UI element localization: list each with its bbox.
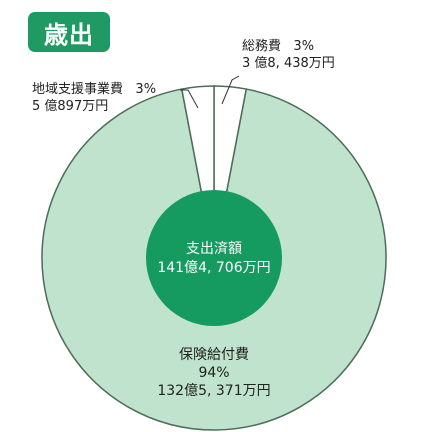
chiiki-percent: 3% (135, 82, 157, 97)
somuhi-percent: 3% (293, 39, 315, 54)
somuhi-amount: 3 億8, 438万円 (242, 56, 335, 71)
label-chiiki: 地域支援事業費 3% 5 億897万円 (32, 81, 156, 115)
leader-line-chiiki (180, 89, 199, 109)
somuhi-name: 総務費 (242, 39, 282, 54)
chiiki-name: 地域支援事業費 (32, 82, 124, 97)
leader-line-somuhi (221, 75, 240, 105)
chiiki-amount: 5 億897万円 (32, 99, 109, 114)
hoken-percent: 94% (198, 365, 230, 381)
label-somuhi: 総務費 3% 3 億8, 438万円 (242, 38, 335, 72)
center-total-circle (146, 190, 282, 326)
total-value: 141億4, 706万円 (157, 260, 271, 276)
total-label: 支出済額 (186, 241, 242, 257)
label-total: 支出済額 141億4, 706万円 (146, 240, 282, 278)
hoken-amount: 132億5, 371万円 (157, 383, 271, 399)
label-hoken: 保険給付費 94% 132億5, 371万円 (139, 346, 289, 400)
section-badge: 歳出 (28, 12, 110, 52)
hoken-name: 保険給付費 (179, 347, 249, 363)
